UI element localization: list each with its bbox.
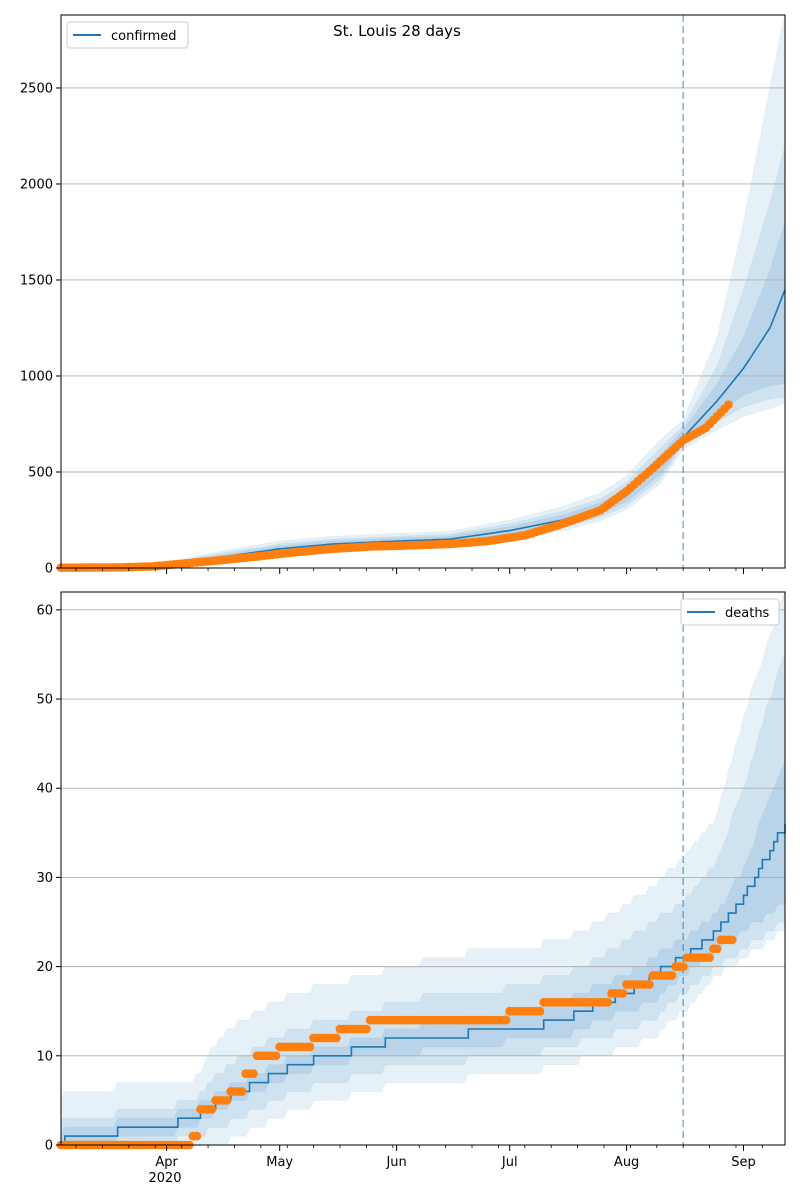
deaths-y-tick-label: 50 bbox=[36, 693, 53, 708]
chart-title: St. Louis 28 days bbox=[333, 22, 461, 40]
deaths-y-tick-label: 60 bbox=[36, 603, 53, 618]
deaths-observed-point bbox=[271, 1051, 281, 1061]
confirmed-x-ticks bbox=[75, 568, 763, 574]
deaths-y-tick-label: 0 bbox=[45, 1139, 53, 1154]
confirmed-y-tick-label: 500 bbox=[28, 465, 53, 480]
confirmed-legend: confirmed bbox=[66, 21, 189, 49]
deaths-model-line bbox=[61, 823, 786, 1146]
confirmed-plot-frame bbox=[60, 14, 786, 569]
deaths-x-tick-label: Jun bbox=[385, 1155, 406, 1170]
deaths-observed-point bbox=[222, 1096, 232, 1105]
deaths-x-tick-label: Aug bbox=[614, 1155, 639, 1170]
deaths-observed-point bbox=[331, 1033, 341, 1043]
confirmed-y-ticks: 0 500 1000 1500 2000 2500 bbox=[20, 81, 61, 577]
deaths-x-tick-label: Apr bbox=[155, 1155, 178, 1170]
deaths-x-tick-label: Jul bbox=[501, 1155, 518, 1170]
confirmed-legend-box bbox=[66, 21, 189, 49]
confirmed-y-tick-label: 1500 bbox=[20, 273, 53, 288]
deaths-observed-point bbox=[237, 1087, 247, 1096]
confirmed-panel: 0 500 1000 1500 2000 2500 confirmed bbox=[20, 14, 786, 577]
confirmed-y-tick-label: 2000 bbox=[20, 177, 53, 192]
deaths-observed-point bbox=[667, 971, 677, 980]
deaths-observed-point bbox=[705, 953, 714, 963]
deaths-legend-box bbox=[680, 598, 780, 626]
deaths-observed-point bbox=[501, 1015, 511, 1025]
deaths-observed-point bbox=[535, 1006, 545, 1016]
deaths-legend: deaths bbox=[680, 598, 780, 626]
deaths-plot-frame bbox=[60, 591, 786, 1146]
confirmed-gridlines bbox=[61, 87, 785, 473]
deaths-observed-point bbox=[192, 1131, 202, 1141]
deaths-observed-point bbox=[618, 989, 628, 998]
deaths-observed-point bbox=[727, 935, 737, 945]
deaths-legend-label: deaths bbox=[725, 606, 770, 621]
deaths-x-ticks: Apr May Jun Jul Aug Sep bbox=[75, 1145, 763, 1170]
deaths-observed-point bbox=[248, 1069, 258, 1078]
deaths-y-tick-label: 40 bbox=[36, 782, 53, 797]
confirmed-y-tick-label: 0 bbox=[45, 562, 53, 577]
x-axis-year-label: 2020 bbox=[148, 1171, 181, 1186]
confirmed-observed-point bbox=[724, 400, 733, 410]
deaths-y-tick-label: 10 bbox=[36, 1049, 53, 1064]
confirmed-legend-label: confirmed bbox=[111, 29, 177, 44]
deaths-observed-point bbox=[712, 944, 722, 954]
deaths-observed-point bbox=[644, 980, 654, 989]
deaths-observed-point bbox=[362, 1024, 371, 1034]
deaths-observed-point bbox=[678, 962, 688, 971]
deaths-x-tick-label: Sep bbox=[731, 1155, 756, 1170]
deaths-y-tick-label: 20 bbox=[36, 960, 53, 975]
confirmed-y-tick-label: 1000 bbox=[20, 369, 53, 384]
deaths-observed-point bbox=[305, 1042, 315, 1052]
deaths-observed-point bbox=[603, 997, 613, 1007]
deaths-observed-point bbox=[207, 1104, 217, 1114]
confirmed-y-tick-label: 2500 bbox=[20, 81, 53, 96]
deaths-panel: 0 10 20 30 40 50 60 Apr May Jun Jul Aug Sep deaths bbox=[36, 591, 786, 1170]
deaths-y-tick-label: 30 bbox=[36, 871, 53, 886]
deaths-y-ticks: 0 10 20 30 40 50 60 bbox=[36, 603, 61, 1154]
deaths-x-tick-label: May bbox=[266, 1155, 293, 1170]
